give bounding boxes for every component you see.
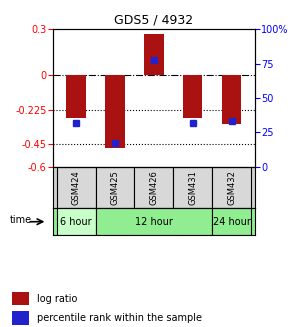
Bar: [173, 167, 212, 208]
Bar: [96, 208, 212, 235]
Bar: [183, 75, 202, 118]
Bar: [212, 167, 251, 208]
Bar: [57, 208, 96, 235]
Bar: [96, 167, 134, 208]
Text: GSM424: GSM424: [71, 170, 81, 205]
Bar: [12, 311, 29, 325]
Text: GSM431: GSM431: [188, 170, 197, 205]
Text: GSM426: GSM426: [149, 170, 158, 205]
Title: GDS5 / 4932: GDS5 / 4932: [114, 14, 193, 27]
Bar: [134, 167, 173, 208]
Bar: [66, 75, 86, 118]
Bar: [222, 75, 241, 124]
Bar: [57, 167, 96, 208]
Text: GSM432: GSM432: [227, 170, 236, 205]
Text: time: time: [10, 215, 32, 225]
Bar: [212, 208, 251, 235]
Bar: [144, 34, 163, 75]
Text: percentile rank within the sample: percentile rank within the sample: [38, 313, 202, 323]
Text: 12 hour: 12 hour: [135, 217, 173, 227]
Text: GSM425: GSM425: [110, 170, 120, 205]
Text: 24 hour: 24 hour: [213, 217, 251, 227]
Text: log ratio: log ratio: [38, 294, 78, 304]
Bar: [12, 292, 29, 305]
Bar: [105, 75, 125, 148]
Text: 6 hour: 6 hour: [60, 217, 92, 227]
